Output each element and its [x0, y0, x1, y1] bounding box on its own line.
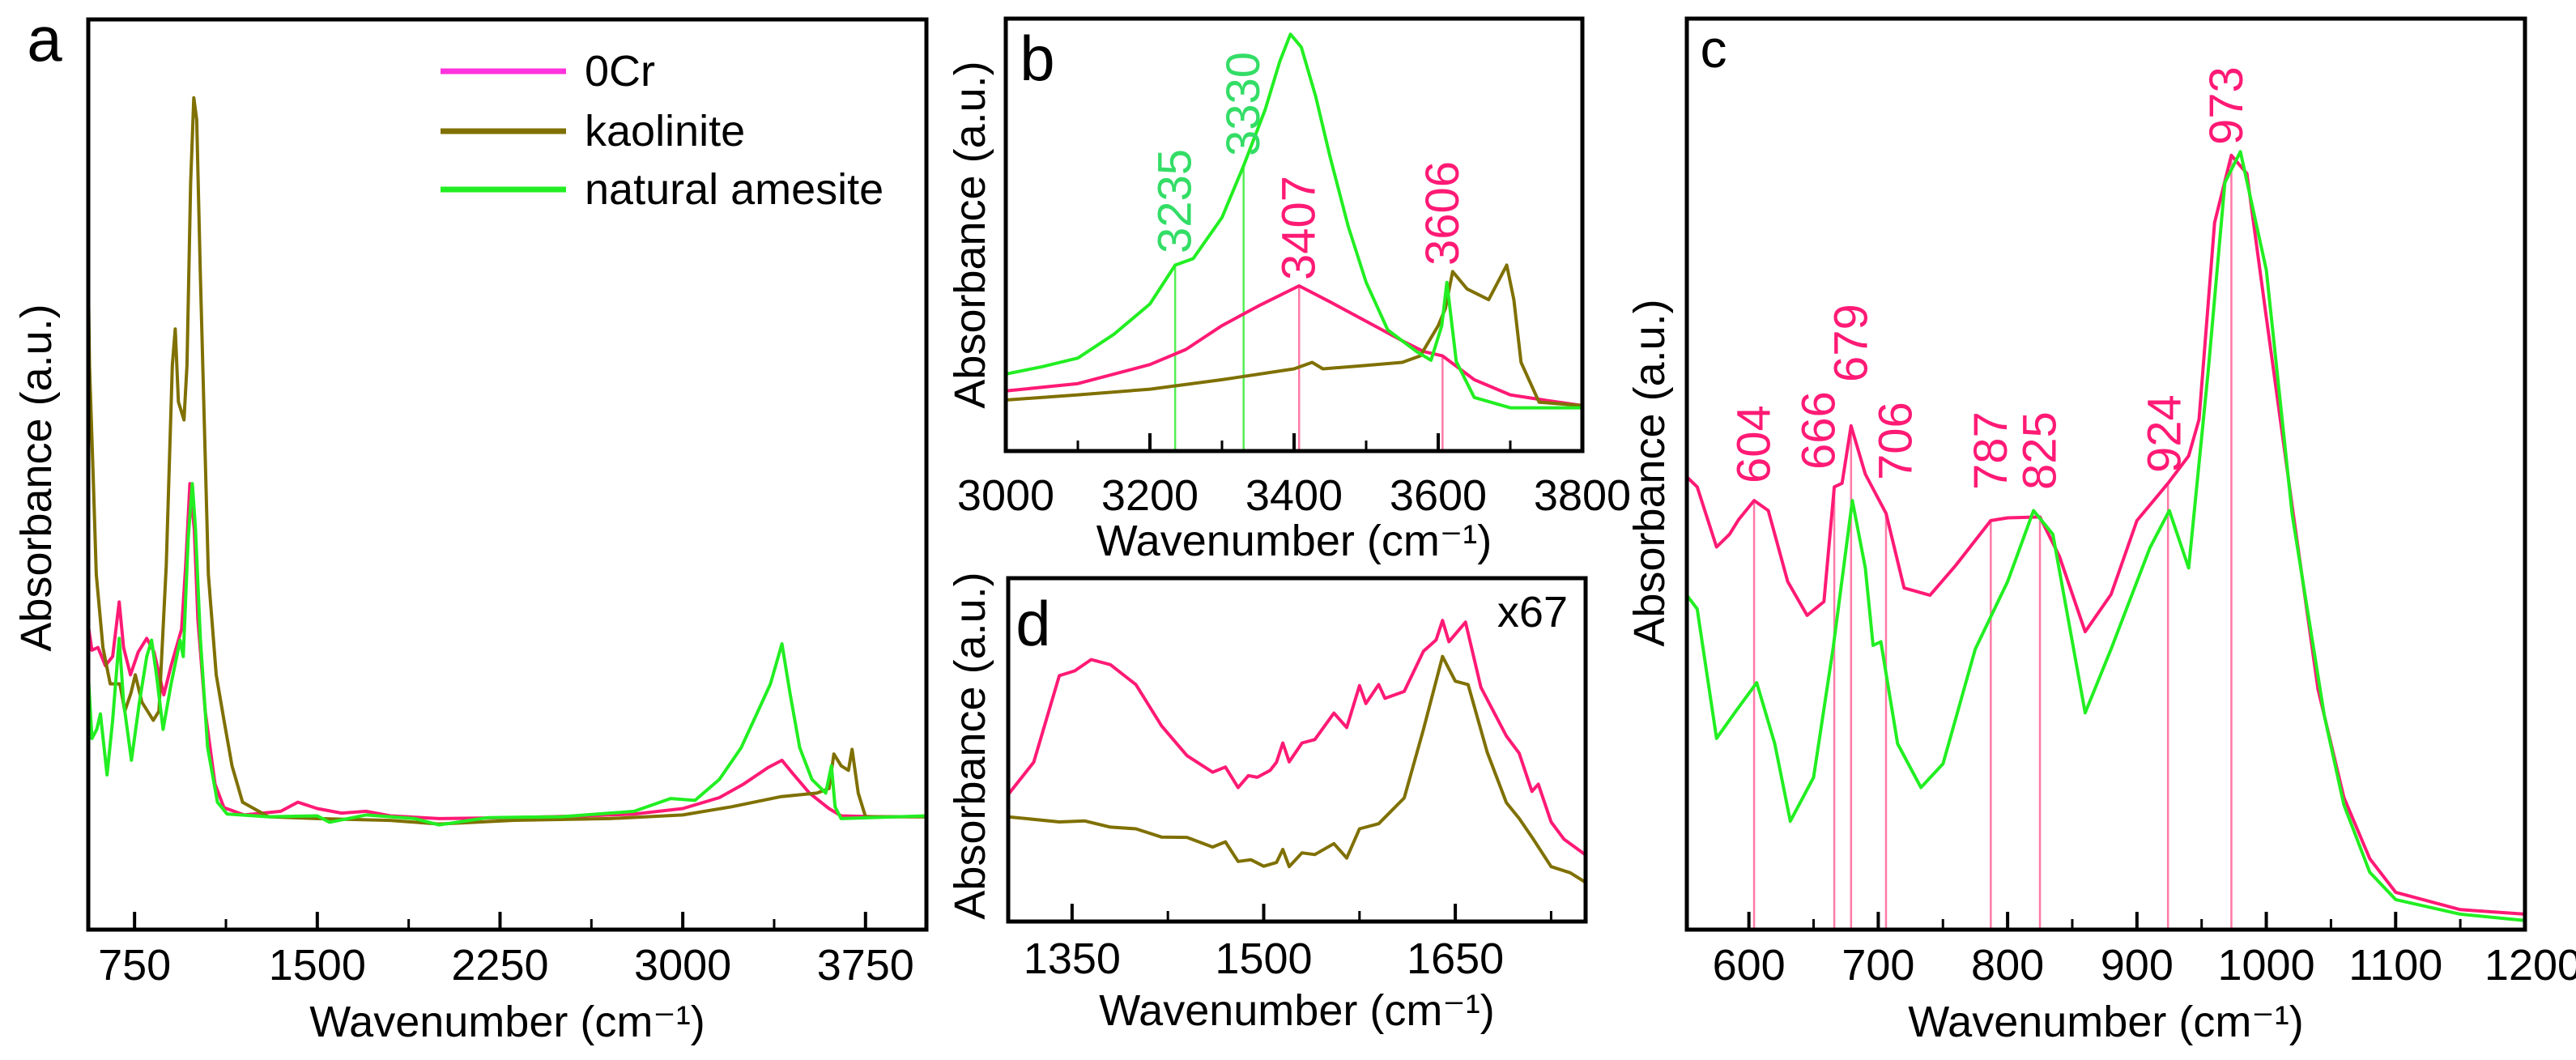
- peak-label-3407: 3407: [1273, 176, 1326, 280]
- legend-label: kaolinite: [585, 107, 745, 155]
- y-axis-label: Absorbance (a.u.): [946, 572, 994, 919]
- x-tick-label: 1500: [1215, 934, 1312, 983]
- x-tick-label: 3000: [957, 471, 1054, 520]
- legend-item: natural amesite: [441, 165, 884, 214]
- panel-letter: c: [1701, 19, 1727, 79]
- panel-letter: a: [27, 3, 62, 74]
- x-axis-label: Wavenumber (cm⁻¹): [1908, 998, 2304, 1046]
- x-tick-label: 3600: [1390, 471, 1487, 520]
- x-axis-label: Wavenumber (cm⁻¹): [1099, 986, 1495, 1035]
- series-line-0cr: [1005, 284, 1583, 407]
- x-tick-label: 2250: [451, 941, 548, 990]
- plot-frame: [86, 17, 929, 932]
- x-tick-label: 800: [1971, 941, 2044, 990]
- panel-letter: d: [1015, 588, 1050, 659]
- peak-label-604: 604: [1728, 405, 1781, 483]
- plot-frame: [1006, 576, 1588, 924]
- x-tick-label: 1350: [1024, 934, 1121, 983]
- x-tick-label: 3750: [817, 941, 914, 990]
- panel-a: 750 1500 2250 3000 3750 Wavenumber (cm⁻¹) Abso…: [12, 3, 929, 1046]
- series-line-natural-amesite: [1005, 32, 1582, 410]
- x-tick-label: 700: [1842, 941, 1914, 990]
- x-tick-label: 1000: [2217, 941, 2314, 990]
- panel-b: 3000 3200 3400 3600 3800 Wavenumber (cm⁻¹) Abs…: [946, 16, 1631, 565]
- peak-label-3330: 3330: [1217, 52, 1270, 156]
- x-tick-label: 1500: [269, 941, 366, 990]
- series-line-kaolinite: [1007, 654, 1587, 884]
- peak-label-787: 787: [1965, 411, 2017, 490]
- series-line-0cr: [1685, 153, 2526, 916]
- x-tick-label: 3800: [1534, 471, 1631, 520]
- x-tick-label: 1650: [1407, 934, 1504, 983]
- series-line-0cr: [1007, 619, 1587, 857]
- series-line-natural-amesite: [87, 482, 927, 827]
- peak-label-666: 666: [1793, 391, 1846, 470]
- peak-label-825: 825: [2014, 411, 2067, 490]
- peak-label-3235: 3235: [1149, 149, 1202, 253]
- x-tick-label: 750: [98, 941, 171, 990]
- y-axis-label: Absorbance (a.u.): [946, 61, 994, 408]
- x-tick-label: 1100: [2348, 941, 2442, 990]
- peak-label-3606: 3606: [1416, 161, 1469, 266]
- peak-label-679: 679: [1824, 304, 1877, 382]
- plot-frame: [1684, 16, 2527, 932]
- series-line-kaolinite: [1005, 263, 1583, 407]
- x-tick-label: 3400: [1245, 471, 1343, 520]
- x-tick-label: 900: [2101, 941, 2174, 990]
- panel-c: 600 700 800 900 1000 1100 1200 Wavenumber (cm⁻¹…: [1625, 16, 2576, 1046]
- panel-letter: b: [1020, 23, 1054, 94]
- legend-item: kaolinite: [441, 107, 745, 155]
- peak-label-973: 973: [2200, 66, 2253, 145]
- peak-label-706: 706: [1869, 402, 1922, 480]
- x-tick-label: 3200: [1101, 471, 1199, 520]
- x-tick-label: 1200: [2484, 941, 2576, 990]
- y-axis-label: Absorbance (a.u.): [12, 304, 61, 651]
- legend-item: 0Cr: [441, 47, 655, 96]
- x-axis-label: Wavenumber (cm⁻¹): [309, 998, 705, 1046]
- x-tick-label: 3000: [634, 941, 731, 990]
- legend-label: 0Cr: [585, 47, 655, 96]
- peak-label-924: 924: [2139, 394, 2191, 473]
- legend-label: natural amesite: [585, 165, 884, 214]
- x-tick-label: 600: [1713, 941, 1786, 990]
- scale-factor-note: x67: [1497, 588, 1568, 636]
- y-axis-label: Absorbance (a.u.): [1625, 299, 1674, 646]
- x-axis-label: Wavenumber (cm⁻¹): [1096, 517, 1492, 565]
- series-line-natural-amesite: [1685, 150, 2526, 922]
